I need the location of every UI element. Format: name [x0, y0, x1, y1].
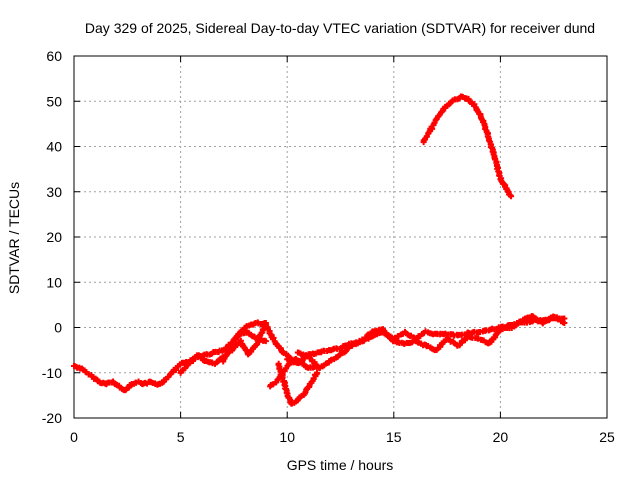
- y-tick-label: -20: [42, 410, 62, 426]
- y-tick-label: 0: [54, 320, 62, 336]
- plot-frame: [73, 55, 608, 419]
- x-tick-label: 10: [279, 429, 295, 445]
- series-sdtvar-f: [275, 360, 321, 407]
- y-tick-label: 60: [46, 48, 62, 64]
- x-tick-label: 0: [70, 429, 78, 445]
- y-tick-label: 30: [46, 184, 62, 200]
- y-tick-label: 20: [46, 229, 62, 245]
- x-tick-label: 15: [386, 429, 402, 445]
- y-tick-label: 50: [46, 93, 62, 109]
- data-point: [262, 338, 269, 345]
- y-tick-label: 40: [46, 139, 62, 155]
- y-axis-ticks: -20 -10 0 10 20 30 40 50 60: [42, 48, 607, 426]
- chart-title: Day 329 of 2025, Sidereal Day-to-day VTE…: [85, 20, 595, 36]
- data-point: [314, 369, 321, 376]
- data-point: [561, 319, 568, 326]
- x-tick-label: 25: [599, 429, 615, 445]
- x-tick-label: 5: [177, 429, 185, 445]
- grid: [74, 56, 607, 418]
- series-sdtvar-b: [160, 329, 269, 385]
- x-axis-ticks: 0 5 10 15 20 25: [70, 56, 615, 445]
- y-tick-label: -10: [42, 365, 62, 381]
- x-axis-label: GPS time / hours: [287, 457, 394, 473]
- y-axis-label: SDTVAR / TECUs: [6, 182, 22, 294]
- x-tick-label: 20: [493, 429, 509, 445]
- series-sdtvar-h: [294, 312, 568, 371]
- plot-area: [70, 93, 568, 407]
- series-sdtvar-i: [420, 93, 515, 200]
- series-sdtvar-d: [220, 319, 295, 365]
- series-sdtvar-a: [70, 363, 167, 394]
- y-tick-label: 10: [46, 274, 62, 290]
- data-point: [508, 193, 515, 200]
